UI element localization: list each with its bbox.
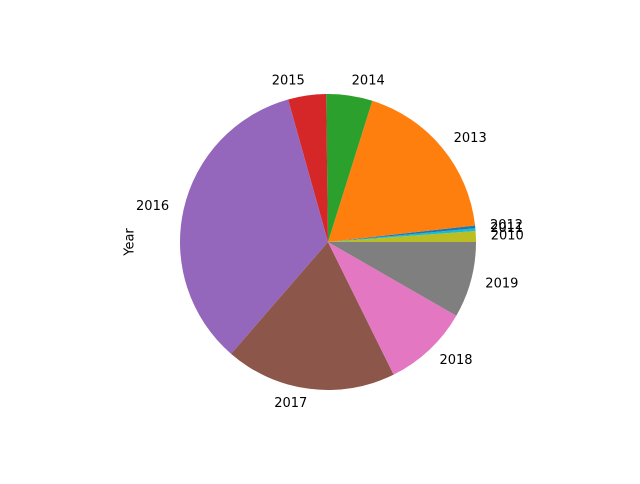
pie-label-2012: 2012 bbox=[490, 218, 523, 233]
pie-slice-2013 bbox=[328, 100, 476, 242]
pie-label-2017: 2017 bbox=[274, 396, 307, 411]
pie-slice-2014 bbox=[326, 93, 373, 242]
pie-label-2014: 2014 bbox=[352, 73, 385, 88]
pie-slices bbox=[180, 93, 476, 390]
pie-label-2019: 2019 bbox=[485, 276, 518, 291]
pie-slice-2016 bbox=[180, 99, 328, 354]
pie-label-2013: 2013 bbox=[454, 131, 487, 146]
pie-label-2015: 2015 bbox=[272, 73, 305, 88]
pie-slice-2017 bbox=[231, 242, 394, 390]
pie-slice-2015 bbox=[288, 94, 328, 242]
pie-slice-2018 bbox=[328, 242, 457, 375]
pie-slice-2019 bbox=[328, 242, 476, 316]
y-axis-label: Year bbox=[123, 228, 138, 257]
pie-slice-2012 bbox=[328, 225, 476, 242]
pie-slice-2011 bbox=[328, 228, 476, 242]
pie-label-2010: 2010 bbox=[491, 228, 524, 243]
pie-slice-2010 bbox=[328, 230, 476, 242]
pie-label-2018: 2018 bbox=[439, 353, 472, 368]
pie-label-2016: 2016 bbox=[136, 199, 169, 214]
pie-label-2011: 2011 bbox=[490, 221, 523, 236]
